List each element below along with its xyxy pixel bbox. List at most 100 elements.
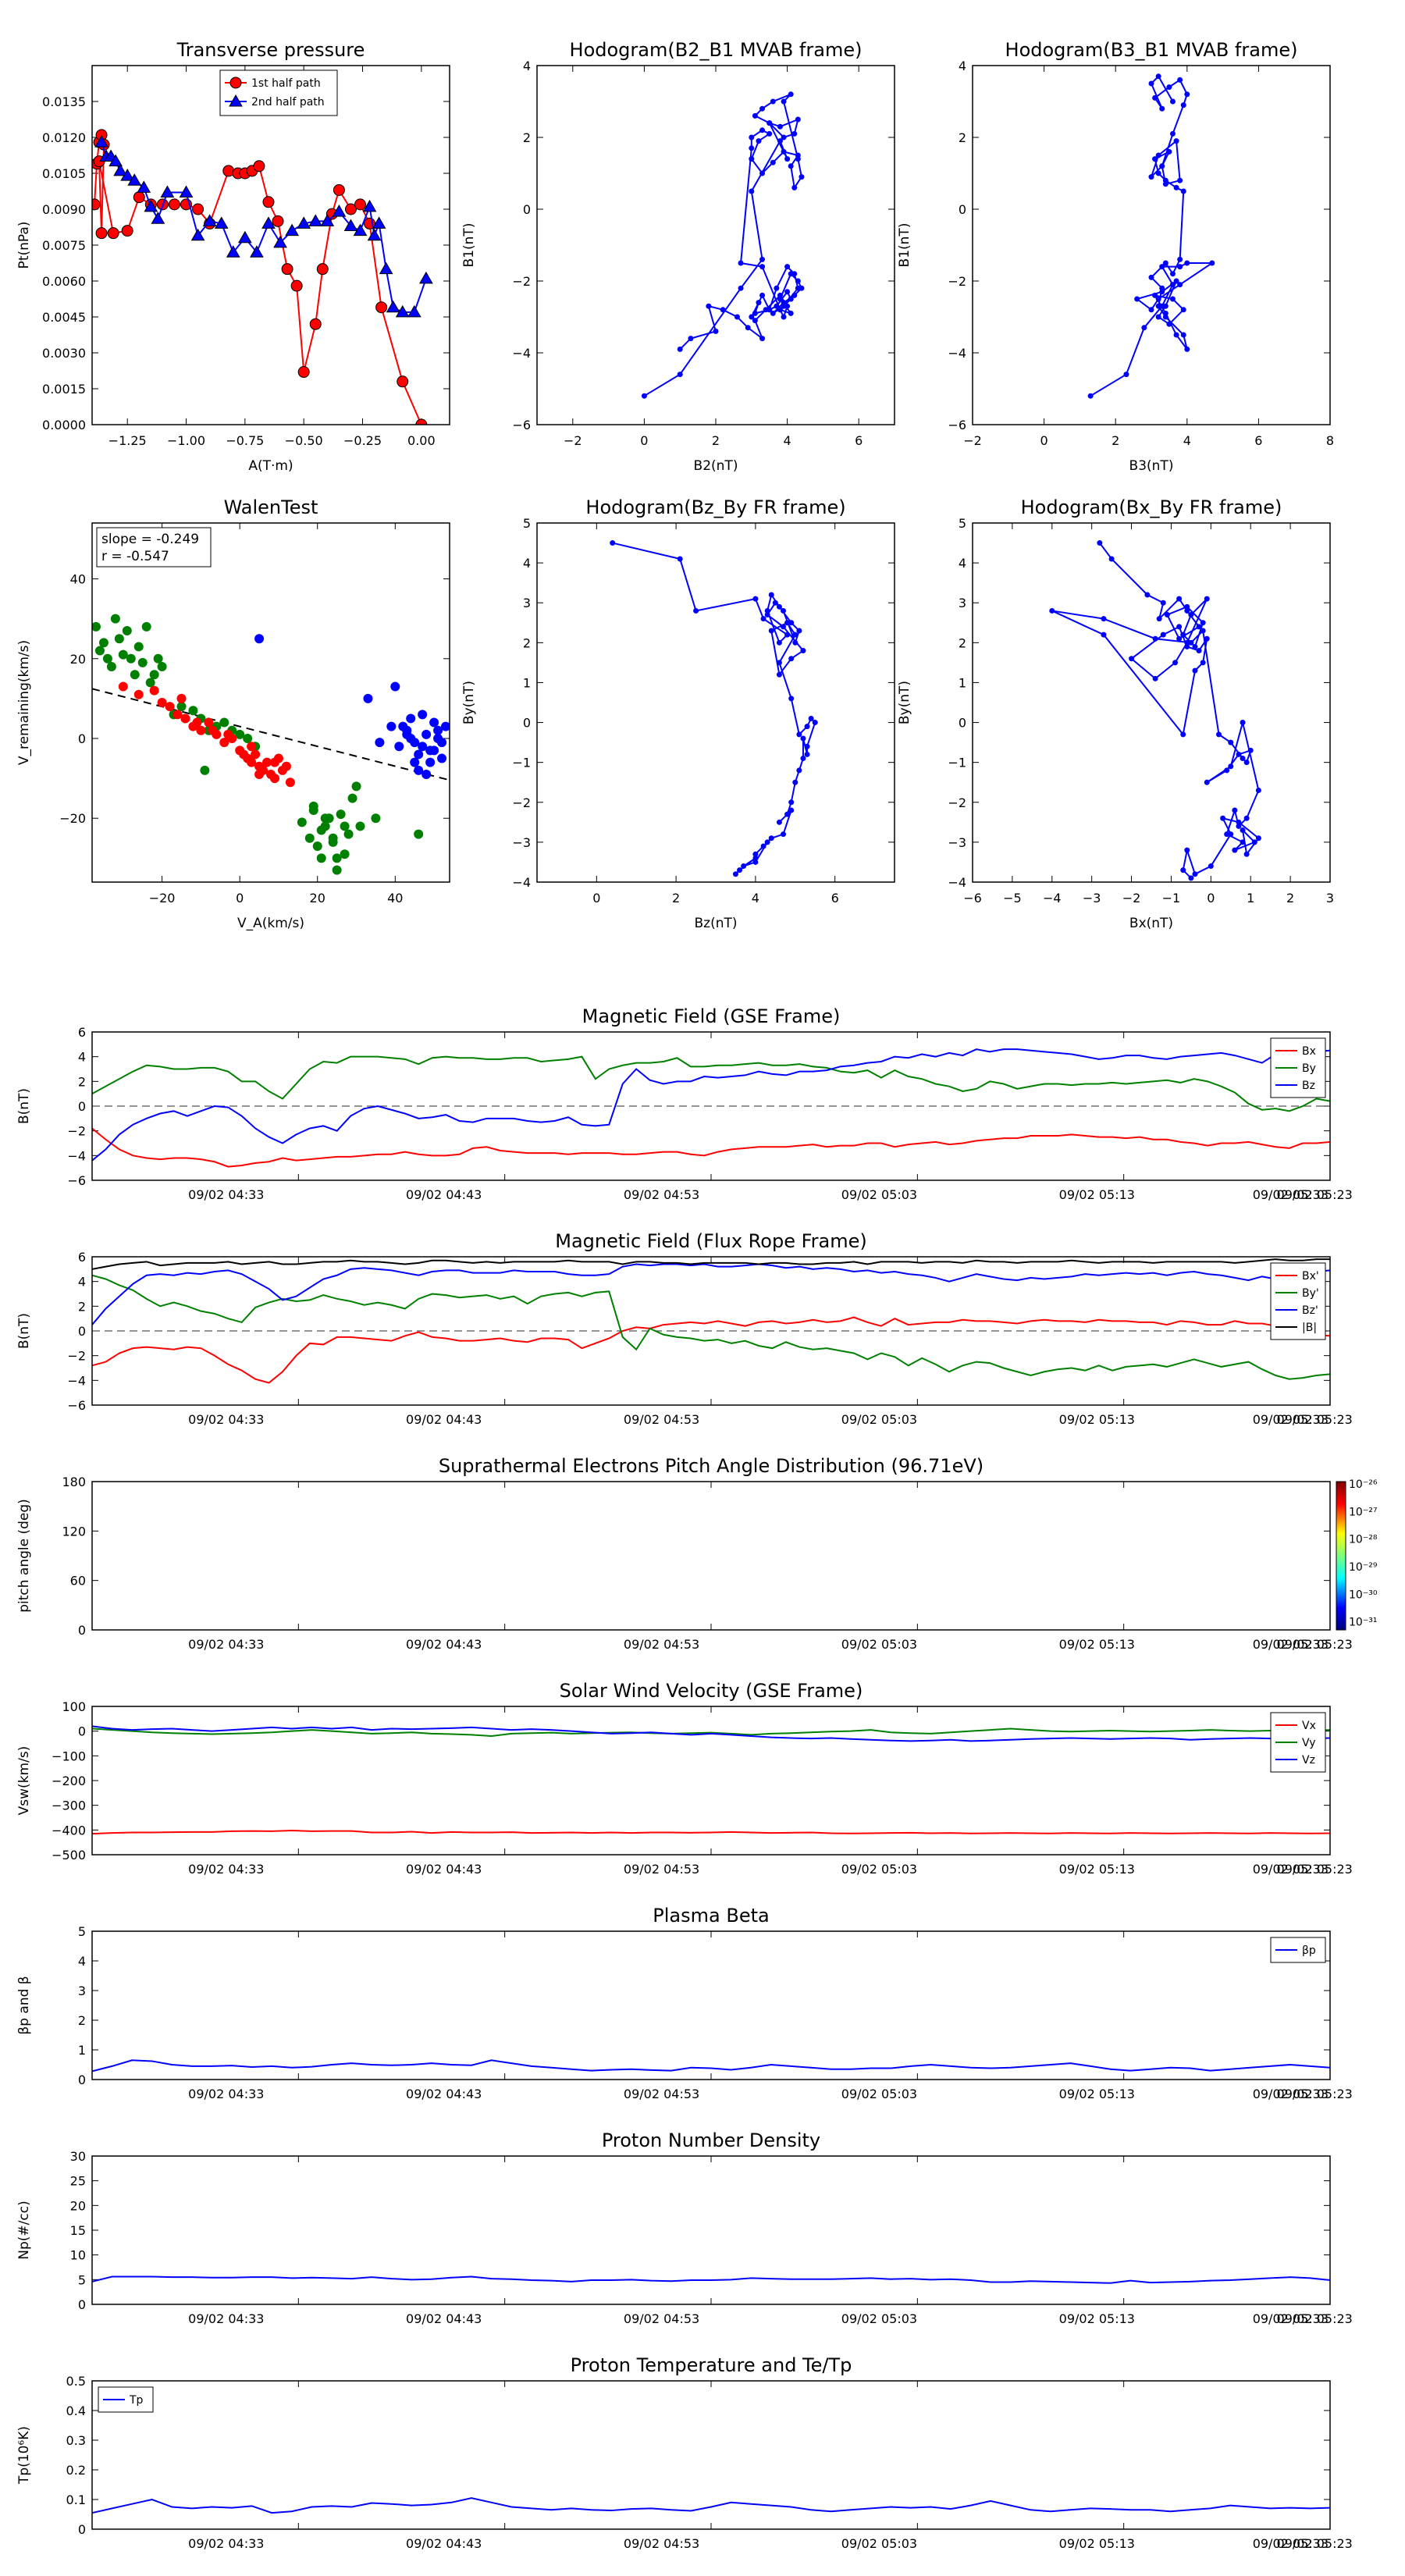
legend-label: Vy bbox=[1302, 1737, 1316, 1749]
y-tick-label: 0.0135 bbox=[42, 94, 86, 109]
legend-marker bbox=[229, 94, 243, 107]
x-tick-label: 4 bbox=[1183, 433, 1191, 448]
data-point bbox=[795, 278, 801, 284]
data-point bbox=[121, 225, 133, 237]
data-point bbox=[1196, 648, 1202, 654]
data-point bbox=[1180, 102, 1186, 109]
chart-title: Magnetic Field (GSE Frame) bbox=[582, 1005, 841, 1027]
data-point bbox=[767, 130, 773, 137]
data-point bbox=[677, 372, 683, 378]
data-point bbox=[333, 183, 345, 196]
data-point bbox=[792, 632, 799, 638]
series-line bbox=[92, 2497, 1330, 2514]
y-axis-label: B(nT) bbox=[16, 1088, 32, 1124]
y-tick-label: 0 bbox=[78, 1324, 86, 1339]
scatter-point bbox=[351, 781, 361, 792]
x-tick-label: 40 bbox=[387, 891, 403, 906]
x-tick-label: −1.25 bbox=[108, 433, 147, 448]
x-tick-label: 09/02 05:13 bbox=[1059, 2311, 1135, 2326]
scatter-point bbox=[304, 833, 315, 843]
y-tick-label: −20 bbox=[59, 811, 86, 826]
x-tick-label: −5 bbox=[1003, 891, 1022, 906]
plot-area bbox=[92, 1048, 1330, 1168]
chart-title: Hodogram(B2_B1 MVAB frame) bbox=[570, 39, 863, 61]
data-point bbox=[788, 163, 794, 169]
scatter-point bbox=[285, 777, 295, 788]
scatter-point bbox=[425, 745, 436, 756]
y-tick-label: 0 bbox=[78, 2073, 86, 2087]
scatter-point bbox=[176, 693, 187, 703]
data-point bbox=[1152, 635, 1158, 642]
series-0 bbox=[1049, 540, 1261, 881]
x-tick-label: 09/02 05:23 bbox=[1277, 1412, 1353, 1427]
data-point bbox=[94, 135, 108, 148]
data-point bbox=[297, 216, 311, 229]
x-tick-label: 09/02 05:33 bbox=[1253, 2536, 1329, 2551]
data-point bbox=[113, 163, 128, 176]
data-point bbox=[1200, 660, 1206, 666]
data-point bbox=[781, 831, 787, 838]
data-point bbox=[290, 279, 303, 292]
data-point bbox=[745, 325, 751, 331]
y-tick-label: −4 bbox=[948, 346, 966, 361]
data-point bbox=[1180, 632, 1186, 638]
x-tick-label: 09/02 04:43 bbox=[406, 2087, 482, 2101]
scatter-point bbox=[92, 621, 101, 632]
data-point bbox=[190, 228, 205, 241]
x-tick-label: 09/02 05:13 bbox=[1059, 1637, 1135, 1652]
plot-area bbox=[92, 2275, 1330, 2284]
series-line bbox=[1090, 75, 1215, 397]
data-point bbox=[1134, 296, 1140, 302]
y-tick-label: −2 bbox=[512, 274, 531, 289]
y-tick-label: −2 bbox=[67, 1124, 86, 1139]
data-point bbox=[1160, 600, 1166, 606]
y-tick-label: 0.3 bbox=[66, 2433, 86, 2448]
x-axis-label: B3(nT) bbox=[1129, 458, 1174, 474]
data-point bbox=[1192, 667, 1198, 674]
data-point bbox=[1177, 256, 1183, 262]
legend: Tp bbox=[98, 2386, 154, 2413]
data-point bbox=[354, 198, 366, 211]
legend-label: |B| bbox=[1302, 1322, 1317, 1334]
y-tick-label: −200 bbox=[52, 1774, 86, 1788]
data-point bbox=[720, 307, 726, 313]
chart-transverse_pressure: Transverse pressure Pt(nPa) A(T·m) 0.0000 0.… bbox=[16, 39, 450, 474]
x-tick-label: −3 bbox=[1083, 891, 1101, 906]
scatter-point bbox=[192, 717, 202, 728]
scatter-point bbox=[157, 662, 167, 671]
data-point bbox=[1200, 620, 1206, 626]
data-point bbox=[781, 314, 787, 320]
data-point bbox=[693, 607, 699, 614]
data-point bbox=[1152, 675, 1158, 681]
data-point bbox=[752, 855, 759, 861]
x-tick-label: 3 bbox=[1326, 891, 1334, 906]
data-point bbox=[784, 156, 791, 162]
y-tick-label: 100 bbox=[62, 1699, 86, 1714]
scatter-point bbox=[188, 706, 198, 716]
data-point bbox=[760, 843, 767, 849]
data-point bbox=[1164, 612, 1170, 618]
y-tick-label: 0.0090 bbox=[42, 202, 86, 217]
data-point bbox=[760, 616, 767, 622]
y-tick-label: 25 bbox=[70, 2174, 86, 2189]
y-tick-label: −2 bbox=[67, 1349, 86, 1364]
x-tick-label: 09/02 05:33 bbox=[1253, 1187, 1329, 1202]
y-tick-label: 5 bbox=[959, 516, 966, 531]
x-tick-label: −2 bbox=[1122, 891, 1141, 906]
data-point bbox=[1172, 660, 1179, 666]
data-point bbox=[1188, 639, 1194, 646]
x-tick-label: 4 bbox=[784, 433, 791, 448]
data-point bbox=[285, 223, 299, 237]
x-tick-label: 0 bbox=[640, 433, 648, 448]
data-point bbox=[788, 807, 795, 813]
chart-hodogram_bx_by: Hodogram(Bx_By FR frame) By(nT) Bx(nT) −4 −3… bbox=[897, 496, 1334, 931]
y-tick-label: 0.1 bbox=[66, 2492, 86, 2507]
series-line bbox=[92, 1127, 1330, 1168]
data-point bbox=[415, 418, 428, 425]
data-point bbox=[796, 628, 802, 634]
data-point bbox=[250, 245, 264, 258]
plot-frame bbox=[972, 65, 1331, 425]
data-point bbox=[759, 336, 766, 342]
y-tick-label: −6 bbox=[512, 418, 531, 432]
series-Bx bbox=[92, 1127, 1330, 1168]
